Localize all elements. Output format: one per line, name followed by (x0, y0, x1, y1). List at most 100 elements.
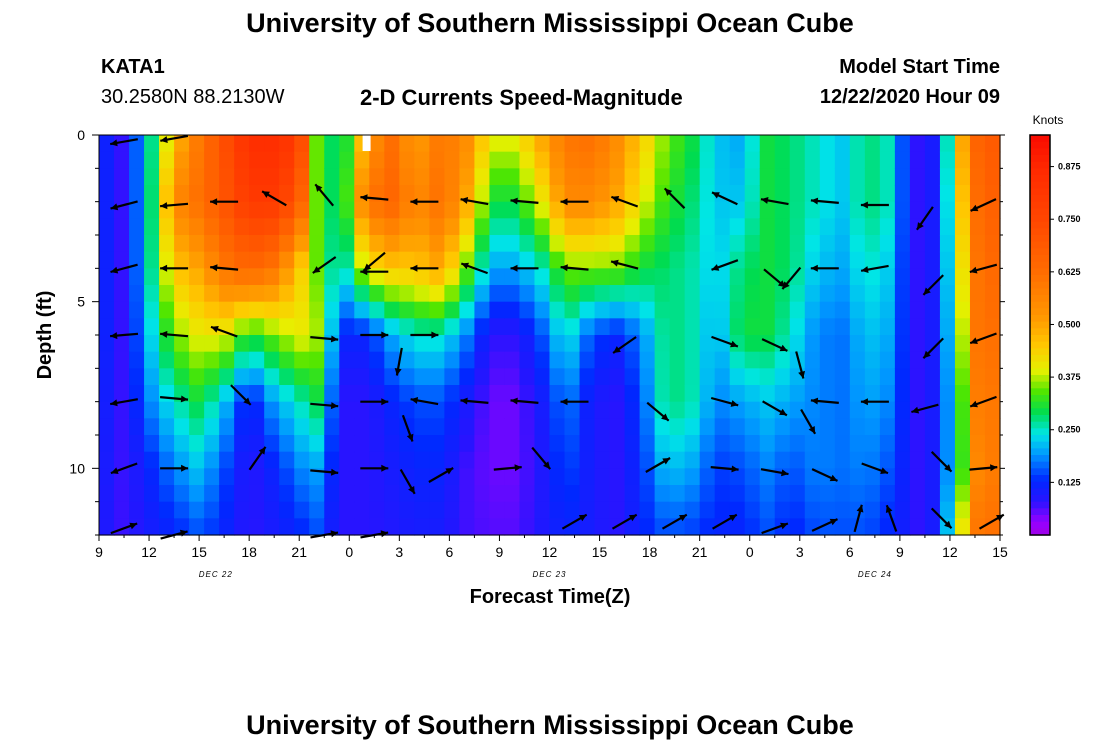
colorbar-swatch (1030, 355, 1050, 363)
heat-cell (504, 468, 521, 486)
heat-cell (684, 518, 701, 536)
heat-cell (204, 218, 220, 236)
heat-cell (234, 135, 250, 153)
heat-cell (99, 218, 115, 236)
heat-cell (444, 235, 460, 253)
current-vector (310, 335, 339, 343)
current-vector (860, 201, 889, 209)
heat-cell (699, 501, 716, 519)
heat-cell (399, 251, 415, 269)
heat-cell (339, 268, 355, 286)
heat-cell (234, 501, 250, 519)
heat-cell (924, 318, 941, 336)
heat-cell (879, 335, 896, 353)
heat-cell (774, 168, 791, 186)
heat-cell (984, 351, 1001, 369)
heat-cell (969, 218, 986, 236)
heat-cell (834, 201, 851, 219)
heat-cell (894, 485, 911, 503)
heat-cell (849, 451, 866, 469)
heat-cell (384, 235, 400, 253)
heat-cell (954, 268, 971, 286)
heat-cell (864, 351, 881, 369)
heat-cell (849, 185, 866, 203)
heat-cell (309, 468, 325, 486)
heat-cell (654, 435, 671, 453)
heat-cell (534, 435, 551, 453)
heat-cell (684, 151, 701, 169)
heat-cell (624, 368, 641, 386)
heat-cell (129, 385, 145, 403)
heat-cell (804, 218, 821, 236)
heat-cell (864, 418, 881, 436)
heat-cell (519, 151, 536, 169)
heat-cell (99, 301, 115, 319)
heat-cell (534, 401, 551, 419)
heat-cell (519, 168, 536, 186)
chart-subtitle: 2-D Currents Speed-Magnitude (360, 85, 683, 110)
heat-cell (234, 268, 250, 286)
heat-cell (114, 351, 130, 369)
colorbar-swatch (1030, 335, 1050, 343)
heat-cell (714, 201, 731, 219)
heat-cell (789, 135, 806, 153)
heat-cell (639, 251, 656, 269)
colorbar-frame (1029, 134, 1051, 536)
colorbar-swatch (1030, 228, 1050, 236)
heat-cell (129, 435, 145, 453)
heat-cell (774, 451, 791, 469)
heat-cell (534, 518, 551, 536)
current-vector (360, 331, 389, 339)
colorbar-swatch (1030, 141, 1050, 149)
current-vector (800, 408, 817, 435)
current-vector (110, 263, 138, 274)
heat-cell (774, 201, 791, 219)
heat-cell (789, 451, 806, 469)
heat-cell (864, 468, 881, 486)
heat-cell (249, 485, 265, 503)
heat-cell (684, 235, 701, 253)
heat-cell (969, 451, 986, 469)
heat-cell (684, 468, 701, 486)
heat-cell (339, 285, 355, 303)
heat-cell (249, 468, 265, 486)
y-axis-label: Depth (ft) (34, 291, 56, 380)
heat-cell (309, 318, 325, 336)
heat-cell (144, 268, 160, 286)
heat-cell (684, 501, 701, 519)
heat-cell (234, 151, 250, 169)
heat-cell (699, 468, 716, 486)
heat-cell (219, 301, 235, 319)
heat-cell (744, 185, 761, 203)
heat-cell (774, 185, 791, 203)
heat-cell (159, 351, 175, 369)
heat-cell (924, 335, 941, 353)
heat-cell (954, 368, 971, 386)
current-vector (969, 395, 997, 408)
heat-cell (189, 268, 205, 286)
heat-cell (519, 218, 536, 236)
heat-cell (969, 185, 986, 203)
current-vector (314, 183, 335, 207)
colorbar-swatch (1030, 168, 1050, 176)
heat-cell (759, 285, 776, 303)
heat-cell (294, 368, 310, 386)
colorbar-swatch (1030, 368, 1050, 376)
heat-cell (939, 285, 956, 303)
heat-cell (534, 285, 551, 303)
x-tick-label: 15 (992, 544, 1008, 560)
heat-cell (324, 151, 340, 169)
heat-cell (609, 201, 626, 219)
heat-cell (579, 501, 596, 519)
heat-cell (324, 351, 340, 369)
heat-cell (939, 135, 956, 153)
heat-cell (474, 518, 491, 536)
heat-cell (879, 418, 896, 436)
heat-cell (99, 468, 115, 486)
heat-cell (579, 301, 596, 319)
heat-cell (129, 318, 145, 336)
colorbar-swatch (1030, 428, 1050, 436)
heat-cell (159, 168, 175, 186)
heat-cell (969, 168, 986, 186)
heat-cell (369, 218, 385, 236)
